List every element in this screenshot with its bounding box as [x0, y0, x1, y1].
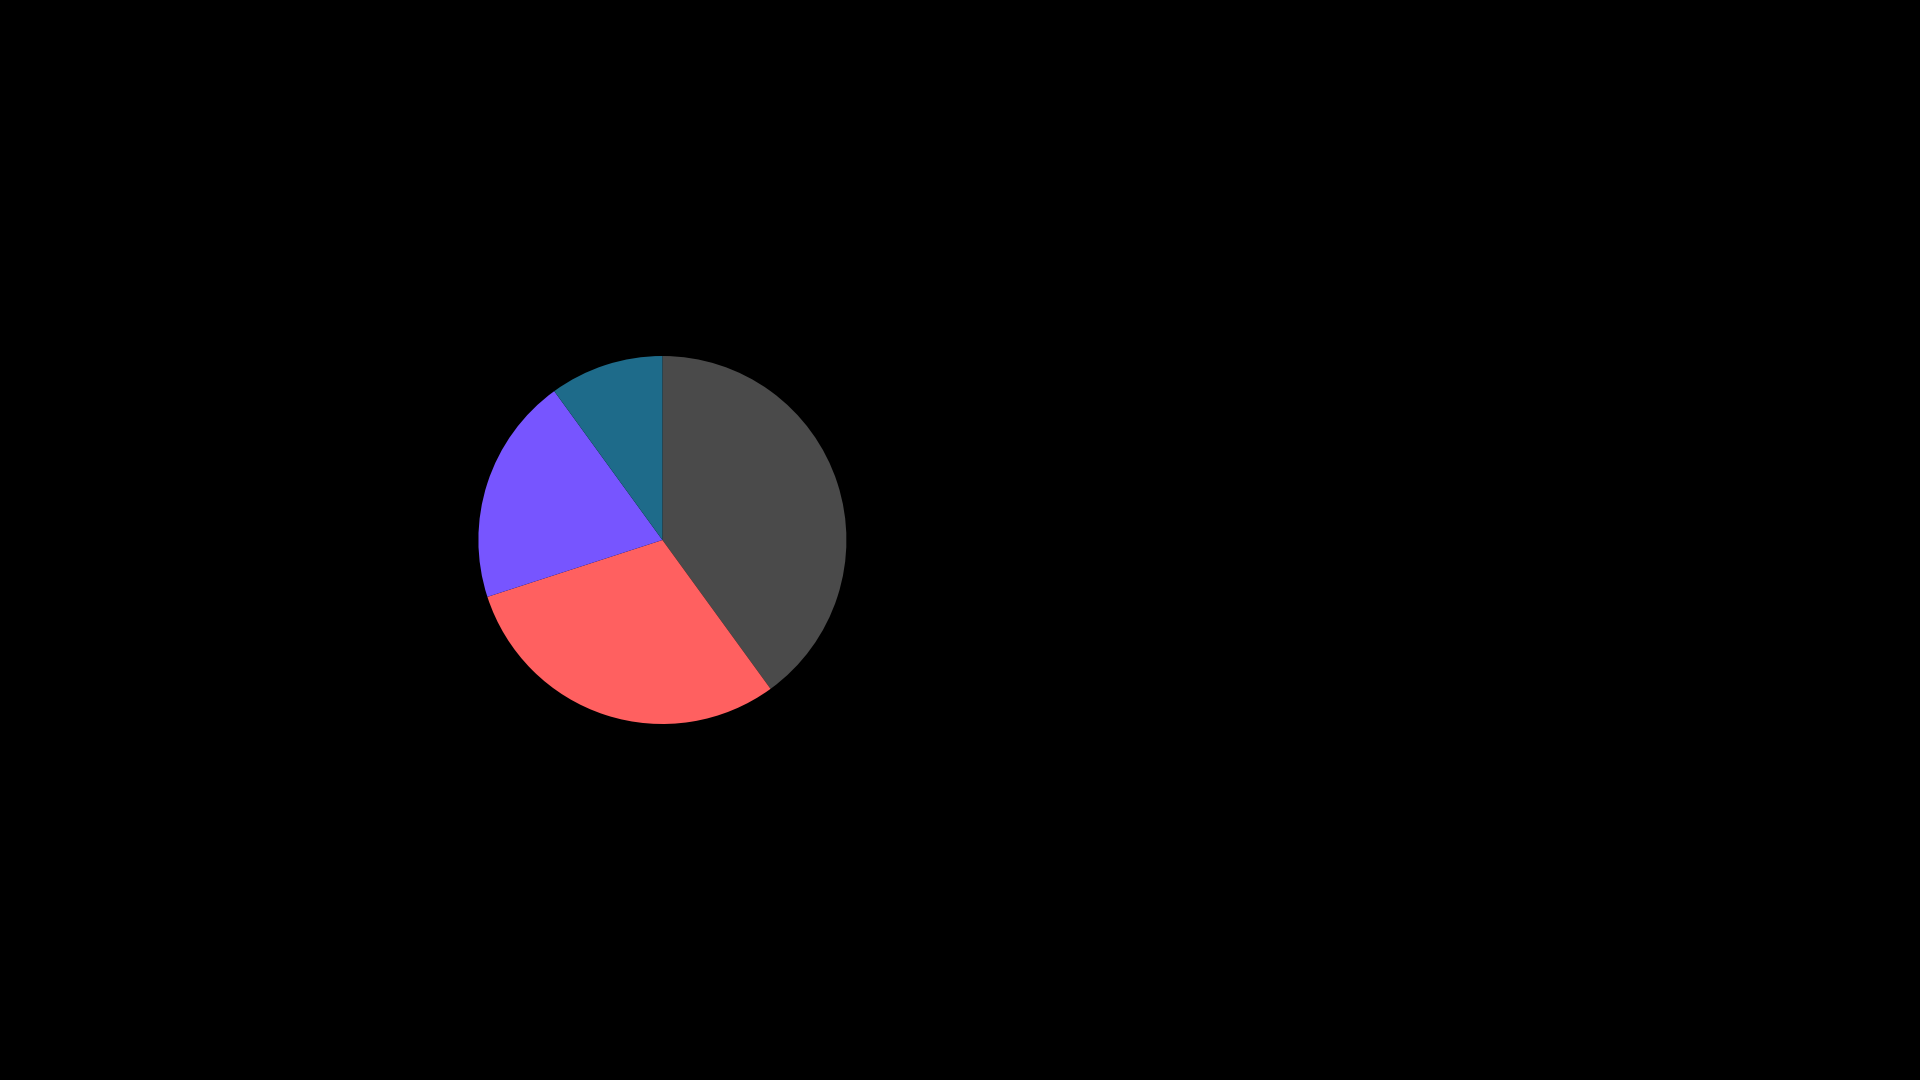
Wedge shape	[555, 356, 662, 540]
Wedge shape	[662, 356, 847, 689]
Wedge shape	[488, 540, 770, 724]
Wedge shape	[478, 391, 662, 597]
